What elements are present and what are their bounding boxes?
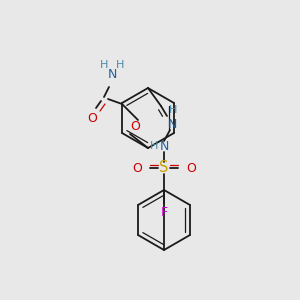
Text: N: N — [159, 140, 169, 152]
Text: H: H — [150, 141, 158, 151]
Text: O: O — [132, 161, 142, 175]
Text: O: O — [186, 161, 196, 175]
Text: O: O — [130, 119, 140, 133]
Text: F: F — [160, 206, 168, 218]
Text: S: S — [159, 160, 169, 175]
Text: N: N — [107, 68, 117, 80]
Text: H: H — [116, 60, 124, 70]
Text: N: N — [167, 118, 177, 130]
Text: H: H — [169, 105, 177, 115]
Text: H: H — [100, 60, 108, 70]
Text: O: O — [87, 112, 97, 124]
